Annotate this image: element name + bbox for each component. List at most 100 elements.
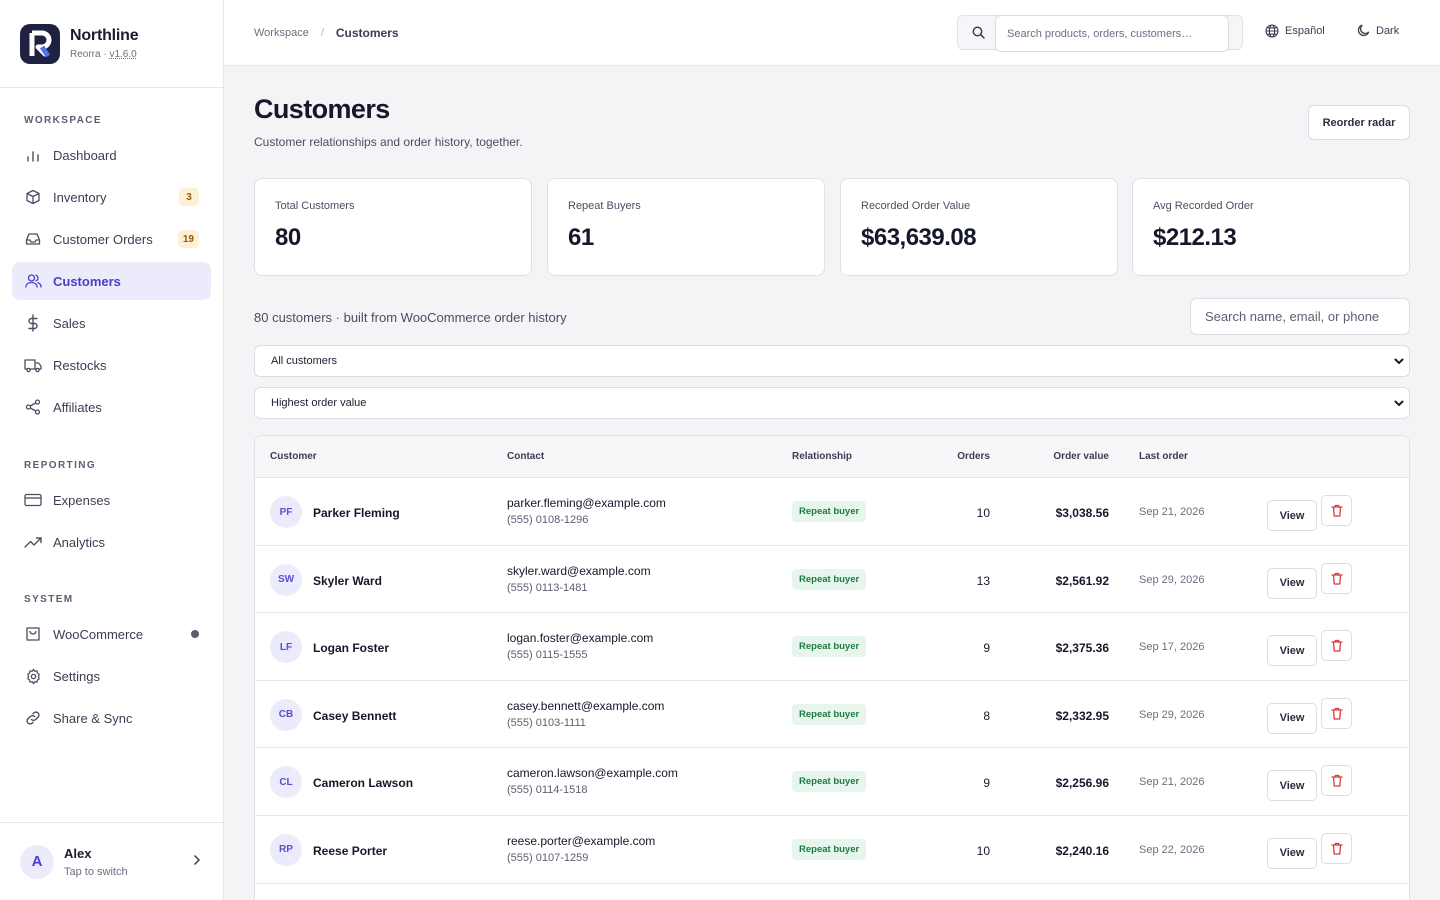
sidebar-item-label: Settings (53, 668, 100, 684)
credit-card-icon (24, 491, 42, 509)
brand-version: v1.6.0 (109, 49, 137, 60)
customer-email: reese.porter@example.com (507, 833, 656, 848)
breadcrumb-current: Customers (335, 26, 399, 40)
user-switcher[interactable]: A Alex Tap to switch (0, 822, 223, 900)
relationship-badge: Repeat buyer (792, 838, 867, 860)
sidebar-item-woocommerce[interactable]: WooCommerce (12, 615, 211, 653)
gear-icon (24, 667, 42, 685)
order-count: 10 (976, 843, 990, 858)
delete-customer-button[interactable] (1321, 697, 1352, 729)
last-order-date: Sep 22, 2026 (1139, 843, 1205, 856)
column-header-relationship[interactable]: Relationship (792, 451, 853, 462)
brand-name: Northline (70, 27, 139, 44)
sidebar-item-label: Inventory (53, 189, 107, 205)
trash-icon (1330, 707, 1343, 720)
customer-name[interactable]: Parker Fleming (313, 506, 400, 520)
globe-icon (1265, 24, 1279, 38)
customer-avatar: RP (270, 833, 302, 866)
last-order-date: Sep 21, 2026 (1139, 506, 1205, 518)
customer-name[interactable]: Reese Porter (313, 843, 388, 858)
sidebar-item-sales[interactable]: Sales (12, 304, 211, 342)
customer-avatar: CL (270, 766, 302, 799)
table-header: Customer Contact Relationship Orders Ord… (255, 436, 1409, 478)
delete-customer-button[interactable] (1321, 630, 1352, 662)
box-icon (24, 188, 42, 206)
order-value: $2,561.92 (1055, 573, 1109, 588)
view-customer-button[interactable]: View (1267, 567, 1317, 599)
order-count: 8 (983, 708, 990, 723)
customer-phone: (555) 0107-1259 (507, 851, 589, 864)
sidebar-item-expenses[interactable]: Expenses (12, 481, 211, 519)
stat-value: 80 (275, 224, 301, 251)
column-header-customer[interactable]: Customer (270, 451, 317, 462)
column-header-orders[interactable]: Orders (957, 451, 990, 462)
view-customer-button[interactable]: View (1267, 500, 1317, 531)
sidebar-item-label: Expenses (53, 492, 111, 508)
column-header-order-value[interactable]: Order value (1053, 451, 1109, 462)
stat-card-repeat-buyers: Repeat Buyers 61 (547, 178, 825, 276)
sidebar-item-affiliates[interactable]: Affiliates (12, 388, 211, 426)
trash-icon (1330, 775, 1343, 788)
table-body: PF Parker Fleming parker.fleming@example… (255, 478, 1409, 884)
customer-name[interactable]: Casey Bennett (313, 708, 397, 723)
sidebar-item-label: WooCommerce (53, 626, 144, 642)
language-toggle-button[interactable]: Español (1265, 24, 1325, 38)
sidebar-item-customer-orders[interactable]: Customer Orders 19 (12, 220, 211, 258)
customer-name[interactable]: Logan Foster (313, 641, 390, 656)
delete-customer-button[interactable] (1321, 765, 1352, 797)
page-title: Customers (254, 94, 390, 124)
share-icon (24, 398, 42, 416)
view-customer-button[interactable]: View (1267, 770, 1317, 802)
table-row: PF Parker Fleming parker.fleming@example… (255, 478, 1409, 546)
brand-subtitle: Reorra · v1.6.0 (70, 49, 137, 60)
trash-icon (1330, 504, 1343, 517)
sidebar-item-inventory[interactable]: Inventory 3 (12, 178, 211, 216)
reorder-radar-button[interactable]: Reorder radar (1308, 105, 1410, 140)
customer-avatar: LF (270, 631, 302, 664)
trash-icon (1330, 640, 1343, 652)
customer-search-input[interactable] (1190, 298, 1410, 335)
customer-count-summary: 80 customers · built from WooCommerce or… (254, 310, 567, 325)
global-search-input[interactable] (995, 15, 1229, 52)
delete-customer-button[interactable] (1321, 562, 1352, 594)
relationship-badge: Repeat buyer (792, 501, 867, 522)
customer-name[interactable]: Skyler Ward (313, 573, 382, 588)
stat-value: $212.13 (1153, 224, 1237, 251)
theme-toggle-button[interactable]: Dark (1357, 24, 1399, 37)
view-customer-button[interactable]: View (1267, 635, 1317, 667)
sidebar-item-share-sync[interactable]: Share & Sync (12, 699, 211, 737)
search-icon[interactable] (972, 26, 985, 44)
column-header-last-order[interactable]: Last order (1139, 451, 1188, 462)
avatar: A (20, 844, 54, 879)
breadcrumb-workspace[interactable]: Workspace (254, 27, 309, 39)
sidebar-item-customers[interactable]: Customers (12, 262, 211, 300)
sidebar-item-dashboard[interactable]: Dashboard (12, 136, 211, 174)
last-order-date: Sep 17, 2026 (1139, 641, 1205, 654)
customer-sort-select[interactable]: Highest order value (254, 387, 1410, 419)
breadcrumb: Workspace / Customers (254, 26, 399, 40)
table-row: SW Skyler Ward skyler.ward@example.com (… (255, 546, 1409, 614)
sidebar-item-analytics[interactable]: Analytics (12, 523, 211, 561)
sidebar-item-restocks[interactable]: Restocks (12, 346, 211, 384)
order-value: $2,332.95 (1055, 708, 1109, 723)
customer-name[interactable]: Cameron Lawson (313, 776, 414, 791)
sidebar-item-settings[interactable]: Settings (12, 657, 211, 695)
inbox-icon (24, 230, 42, 248)
delete-customer-button[interactable] (1321, 495, 1352, 526)
stat-label: Recorded Order Value (861, 200, 971, 212)
order-value: $2,256.96 (1055, 776, 1109, 791)
customer-filter-select[interactable]: All customers (254, 345, 1410, 377)
column-header-contact[interactable]: Contact (507, 451, 545, 462)
view-customer-button[interactable]: View (1267, 702, 1317, 734)
dollar-icon (24, 314, 42, 332)
customer-email: skyler.ward@example.com (507, 563, 651, 578)
nav-section-reporting: REPORTING (24, 460, 97, 471)
brand: Northline Reorra · v1.6.0 (0, 0, 223, 88)
order-value: $2,375.36 (1055, 641, 1109, 656)
woocommerce-status-dot (191, 630, 199, 638)
chevron-down-icon (1393, 397, 1405, 412)
view-customer-button[interactable]: View (1267, 837, 1317, 869)
delete-customer-button[interactable] (1321, 832, 1352, 864)
inventory-count-badge: 3 (179, 188, 199, 206)
order-value: $2,240.16 (1055, 843, 1109, 858)
